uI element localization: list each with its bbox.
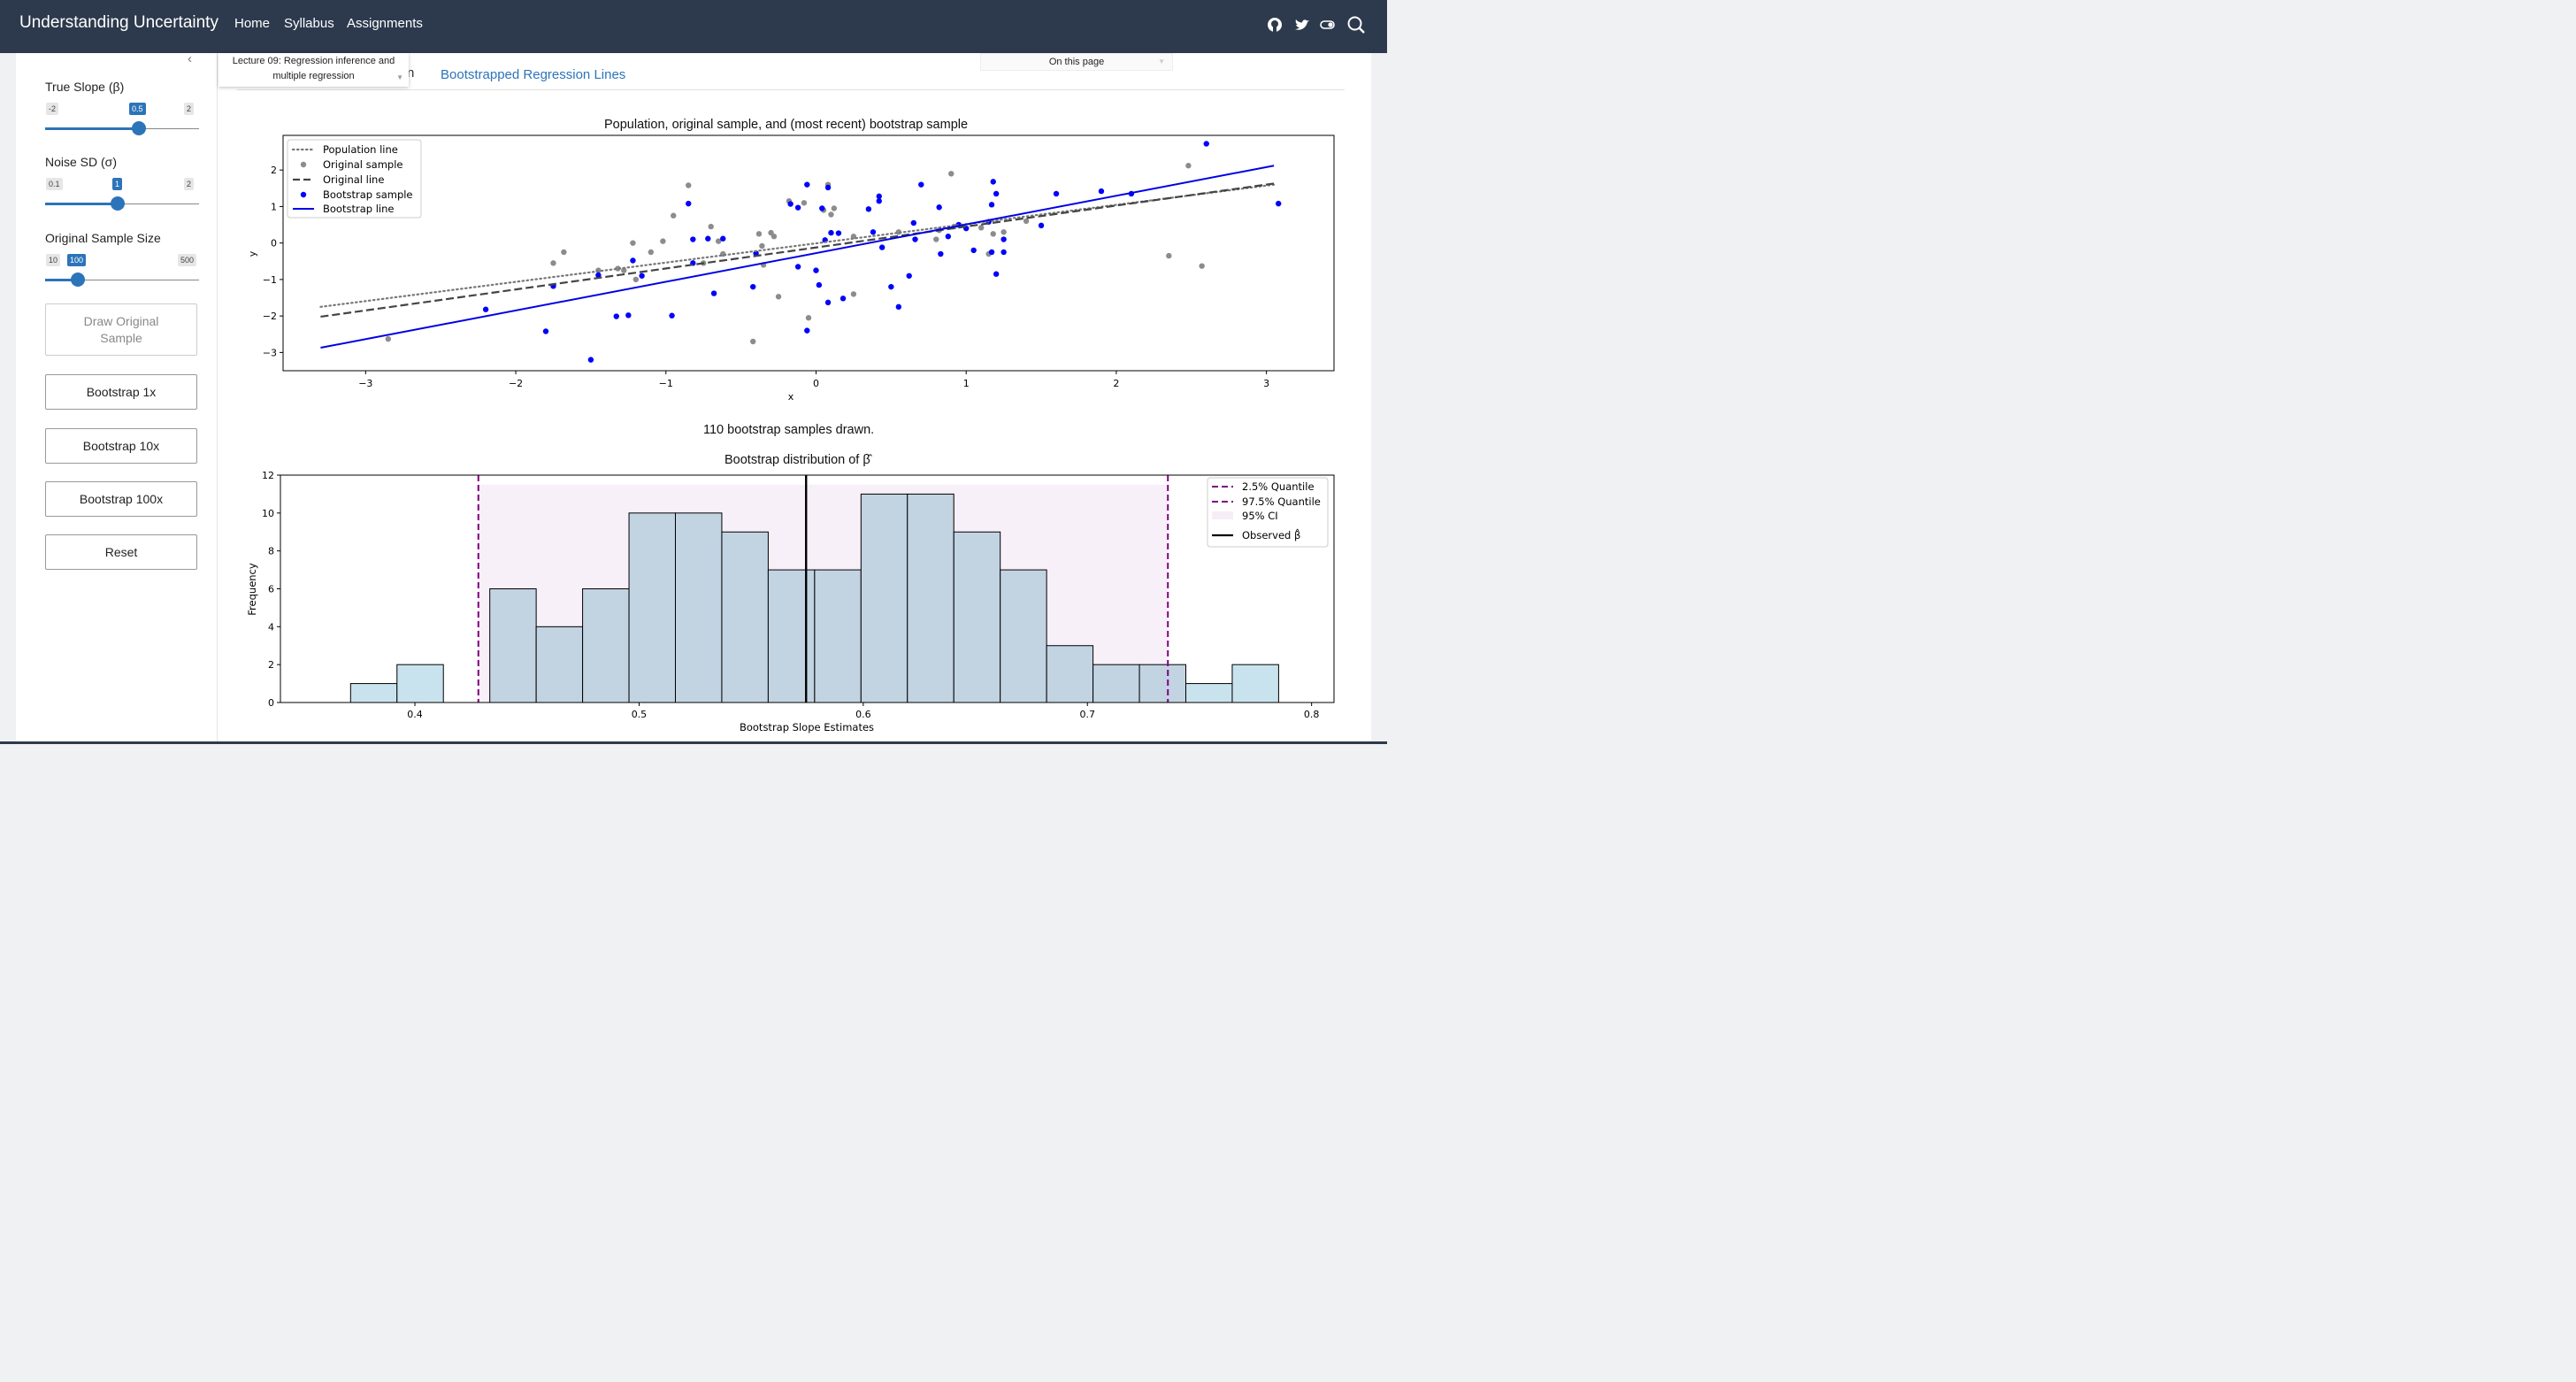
noise-min: 0.1 (46, 178, 63, 190)
noise-slider-fill (45, 203, 118, 205)
on-this-page-label: On this page (1048, 57, 1105, 67)
slope-label: True Slope (β) (45, 80, 125, 94)
size-slider-fill (45, 279, 78, 281)
on-this-page-select[interactable]: On this page ▼ (980, 53, 1173, 71)
bootstrap-1x-button[interactable]: Bootstrap 1x (45, 374, 197, 410)
lecture-select-label: Lecture 09: Regression inference and mul… (232, 56, 395, 81)
theme-toggle-icon[interactable] (1318, 15, 1338, 35)
github-icon[interactable] (1265, 15, 1284, 35)
reset-button[interactable]: Reset (45, 534, 197, 570)
slope-max: 2 (184, 103, 195, 115)
bottom-edge (0, 741, 1387, 744)
collapse-sidebar-icon[interactable]: ‹ (188, 51, 192, 66)
slope-value: 0.5 (129, 103, 146, 115)
noise-slider-handle[interactable] (111, 196, 125, 211)
slope-slider-handle[interactable] (132, 121, 146, 135)
bootstrap-100x-button[interactable]: Bootstrap 100x (45, 481, 197, 517)
histogram-chart-title: Bootstrap distribution of β̂ (724, 453, 870, 467)
tab-partial[interactable]: n (407, 65, 415, 81)
nav-syllabus[interactable]: Syllabus (284, 16, 334, 31)
nav-home[interactable]: Home (234, 16, 271, 31)
main-content (16, 53, 1371, 744)
search-icon[interactable] (1346, 15, 1366, 35)
top-navbar: Understanding Uncertainty Home Syllabus … (0, 0, 1387, 53)
nav-assignments[interactable]: Assignments (347, 16, 423, 31)
size-min: 10 (46, 254, 61, 266)
size-max: 500 (178, 254, 197, 266)
scatter-chart-title: Population, original sample, and (most r… (604, 118, 969, 132)
noise-max: 2 (184, 178, 195, 190)
size-value: 100 (67, 254, 87, 266)
size-label: Original Sample Size (45, 231, 161, 245)
lecture-select[interactable]: Lecture 09: Regression inference and mul… (218, 53, 409, 87)
bootstrap-count-text: 110 bootstrap samples drawn. (703, 423, 875, 437)
chevron-down-icon: ▼ (1158, 58, 1165, 65)
draw-original-sample-button[interactable]: Draw Original Sample (45, 303, 197, 356)
tab-bar-divider (237, 89, 1345, 90)
chevron-down-icon: ▼ (396, 73, 403, 81)
site-title[interactable]: Understanding Uncertainty (19, 13, 218, 32)
twitter-icon[interactable] (1292, 15, 1312, 35)
size-slider-handle[interactable] (71, 273, 85, 287)
noise-value: 1 (112, 178, 123, 190)
slope-min: -2 (46, 103, 59, 115)
tab-bootstrapped-regression-lines[interactable]: Bootstrapped Regression Lines (441, 67, 626, 82)
slope-slider-fill (45, 127, 139, 130)
bootstrap-10x-button[interactable]: Bootstrap 10x (45, 428, 197, 464)
noise-label: Noise SD (σ) (45, 155, 117, 169)
